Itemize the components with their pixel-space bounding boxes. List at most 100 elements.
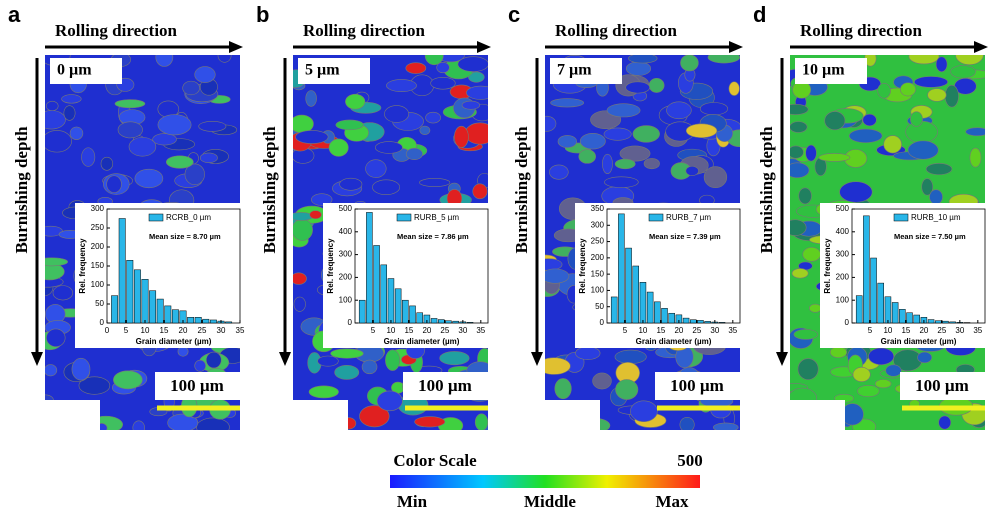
- grain: [602, 153, 613, 174]
- grain: [194, 66, 216, 83]
- grain: [679, 416, 695, 430]
- bar: [149, 290, 157, 324]
- grain: [386, 79, 417, 92]
- grain: [852, 367, 871, 383]
- bar: [202, 318, 210, 324]
- grain: [680, 55, 699, 72]
- arrow-head: [729, 41, 743, 53]
- y-tick-label: 0: [348, 318, 353, 327]
- grain: [61, 94, 82, 104]
- grain: [45, 130, 72, 153]
- grain: [134, 168, 164, 189]
- bar: [194, 317, 202, 324]
- x-axis-label: Grain diameter (µm): [636, 337, 712, 346]
- x-tick-label: 25: [937, 326, 946, 335]
- bar: [387, 278, 395, 324]
- color-scale-label: Max: [655, 492, 689, 511]
- grain: [419, 125, 431, 135]
- bar: [942, 320, 949, 324]
- grain: [868, 347, 895, 366]
- scale-box: [155, 372, 240, 400]
- bar: [380, 264, 388, 324]
- legend-swatch: [648, 213, 664, 222]
- grain: [545, 268, 570, 284]
- grain: [666, 101, 692, 120]
- grain: [797, 358, 819, 380]
- grain: [113, 370, 143, 390]
- grain: [63, 105, 76, 121]
- x-tick-label: 15: [404, 326, 413, 335]
- grain: [308, 385, 339, 399]
- depth-label: 5 µm: [305, 62, 340, 79]
- grain: [699, 102, 729, 116]
- grain: [969, 147, 982, 168]
- color-scale-max: 500: [677, 451, 703, 470]
- color-scale-title: Color Scale: [393, 451, 477, 470]
- grain: [592, 372, 612, 390]
- grain: [818, 153, 851, 162]
- bar: [366, 212, 373, 324]
- y-tick-label: 300: [339, 250, 353, 259]
- y-tick-label: 300: [836, 250, 850, 259]
- y-tick-label: 200: [91, 242, 105, 251]
- bar: [927, 319, 935, 324]
- grain: [305, 90, 317, 107]
- annotation: Mean size = 7.50 µm: [894, 232, 966, 241]
- grain: [114, 99, 146, 109]
- grain: [425, 111, 441, 124]
- x-tick-label: 25: [440, 326, 449, 335]
- direction-label: Rolling direction: [800, 21, 923, 40]
- bar: [409, 305, 416, 324]
- x-tick-label: 10: [638, 326, 647, 335]
- bar: [855, 295, 863, 324]
- bar: [416, 312, 423, 324]
- grain: [935, 56, 948, 73]
- grain: [217, 55, 232, 63]
- inset-background: [75, 203, 245, 348]
- arrow-head: [229, 41, 243, 53]
- inset-background: [820, 203, 990, 348]
- x-tick-label: 30: [458, 326, 467, 335]
- bar: [126, 260, 134, 324]
- grain: [424, 55, 444, 66]
- grain: [330, 348, 364, 359]
- x-tick-label: 20: [919, 326, 928, 335]
- y-tick-label: 100: [339, 295, 353, 304]
- grain: [317, 355, 339, 367]
- grain: [579, 132, 606, 150]
- grain: [913, 76, 948, 88]
- grain: [862, 113, 877, 127]
- color-scale-label: Middle: [524, 492, 576, 511]
- y-tick-label: 50: [95, 299, 104, 308]
- bar: [704, 321, 711, 324]
- grain: [625, 81, 650, 94]
- grain: [950, 65, 976, 79]
- legend-swatch: [148, 213, 164, 222]
- grain: [461, 100, 481, 110]
- grain: [405, 147, 423, 160]
- grain: [334, 365, 360, 380]
- depth-label: 0 µm: [57, 62, 92, 79]
- grain: [199, 152, 218, 163]
- bar: [632, 265, 640, 324]
- grain: [921, 178, 934, 196]
- bar: [373, 245, 380, 324]
- grain: [614, 349, 647, 364]
- bar: [111, 295, 119, 324]
- bar: [661, 308, 668, 324]
- grain: [359, 405, 390, 428]
- x-tick-label: 15: [160, 326, 169, 335]
- grain: [339, 177, 363, 191]
- depth-label: 10 µm: [802, 62, 845, 79]
- grain: [707, 55, 740, 64]
- x-tick-label: 20: [422, 326, 431, 335]
- arrow-head: [776, 352, 788, 366]
- grain: [374, 141, 403, 154]
- grain: [293, 272, 307, 285]
- panel-letter: b: [256, 2, 269, 27]
- grain: [848, 128, 883, 143]
- grain: [908, 55, 940, 65]
- grain: [808, 303, 822, 313]
- bar: [639, 282, 647, 324]
- x-tick-label: 15: [901, 326, 910, 335]
